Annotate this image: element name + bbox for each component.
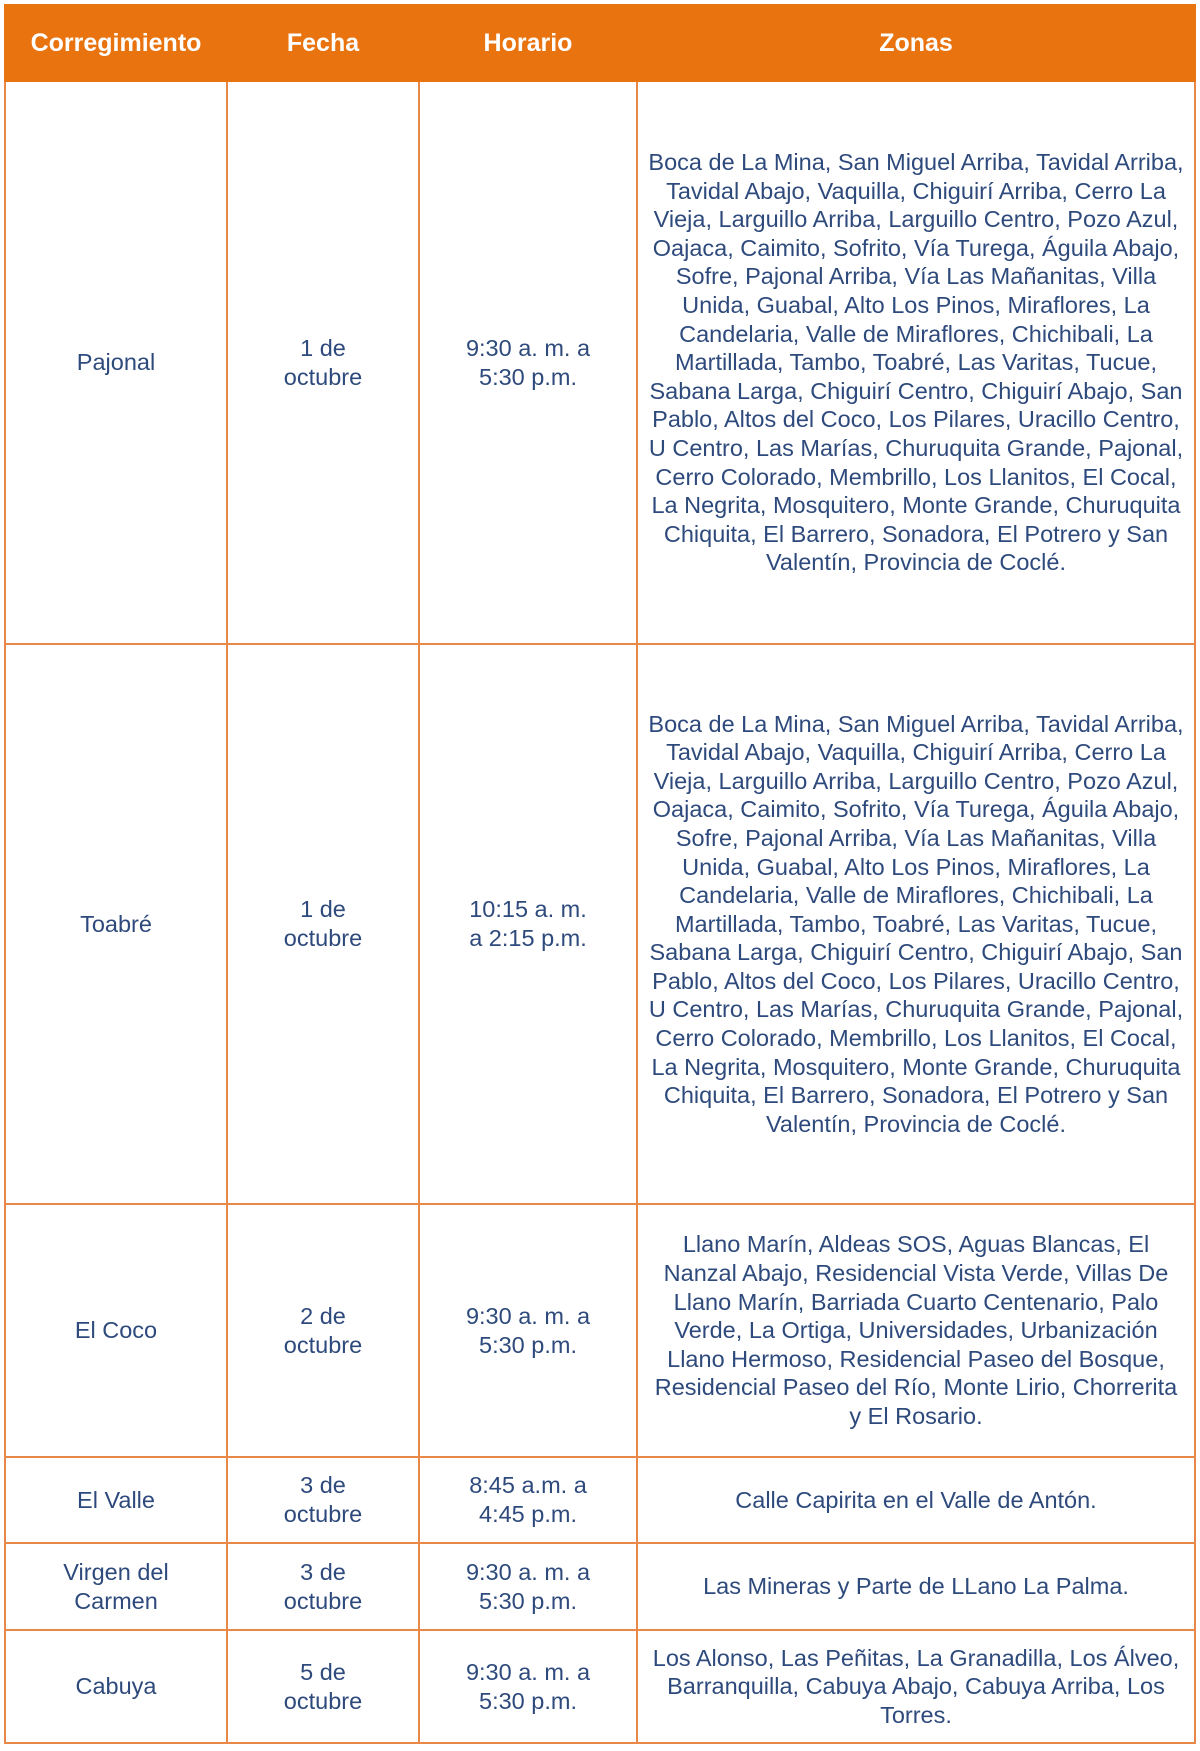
table-row: Cabuya 5 de octubre 9:30 a. m. a 5:30 p.m.… — [4, 1629, 1196, 1744]
cell-zonas: Los Alonso, Las Peñitas, La Granadilla, … — [636, 1629, 1196, 1744]
cell-horario: 10:15 a. m. a 2:15 p.m. — [418, 643, 638, 1205]
table-row: Virgen del Carmen 3 de octubre 9:30 a. m. … — [4, 1542, 1196, 1631]
cell-corregimiento: El Valle — [4, 1456, 228, 1544]
header-fecha: Fecha — [226, 4, 420, 82]
cell-zonas: Calle Capirita en el Valle de Antón. — [636, 1456, 1196, 1544]
table-row: Toabré 1 de octubre 10:15 a. m. a 2:15 p.m… — [4, 643, 1196, 1205]
cell-fecha: 5 de octubre — [226, 1629, 420, 1744]
table-row: Pajonal 1 de octubre 9:30 a. m. a 5:30 p.m… — [4, 80, 1196, 645]
schedule-table: Corregimiento Fecha Horario Zonas Pajona… — [4, 4, 1196, 1744]
cell-corregimiento: Pajonal — [4, 80, 228, 645]
cell-horario: 9:30 a. m. a 5:30 p.m. — [418, 80, 638, 645]
cell-corregimiento: Toabré — [4, 643, 228, 1205]
header-row: Corregimiento Fecha Horario Zonas — [4, 4, 1196, 82]
cell-horario: 9:30 a. m. a 5:30 p.m. — [418, 1629, 638, 1744]
cell-corregimiento: Virgen del Carmen — [4, 1542, 228, 1631]
cell-fecha: 3 de octubre — [226, 1456, 420, 1544]
cell-fecha: 2 de octubre — [226, 1203, 420, 1458]
cell-fecha: 1 de octubre — [226, 80, 420, 645]
cell-fecha: 3 de octubre — [226, 1542, 420, 1631]
header-zonas: Zonas — [636, 4, 1196, 82]
header-corregimiento: Corregimiento — [4, 4, 228, 82]
cell-horario: 9:30 a. m. a 5:30 p.m. — [418, 1203, 638, 1458]
header-horario: Horario — [418, 4, 638, 82]
cell-horario: 9:30 a. m. a 5:30 p.m. — [418, 1542, 638, 1631]
cell-corregimiento: Cabuya — [4, 1629, 228, 1744]
cell-horario: 8:45 a.m. a 4:45 p.m. — [418, 1456, 638, 1544]
cell-zonas: Boca de La Mina, San Miguel Arriba, Tavi… — [636, 643, 1196, 1205]
cell-zonas: Las Mineras y Parte de LLano La Palma. — [636, 1542, 1196, 1631]
cell-corregimiento: El Coco — [4, 1203, 228, 1458]
cell-fecha: 1 de octubre — [226, 643, 420, 1205]
cell-zonas: Llano Marín, Aldeas SOS, Aguas Blancas, … — [636, 1203, 1196, 1458]
cell-zonas: Boca de La Mina, San Miguel Arriba, Tavi… — [636, 80, 1196, 645]
table-row: El Coco 2 de octubre 9:30 a. m. a 5:30 p.m… — [4, 1203, 1196, 1458]
table-row: El Valle 3 de octubre 8:45 a.m. a 4:45 p.m… — [4, 1456, 1196, 1544]
